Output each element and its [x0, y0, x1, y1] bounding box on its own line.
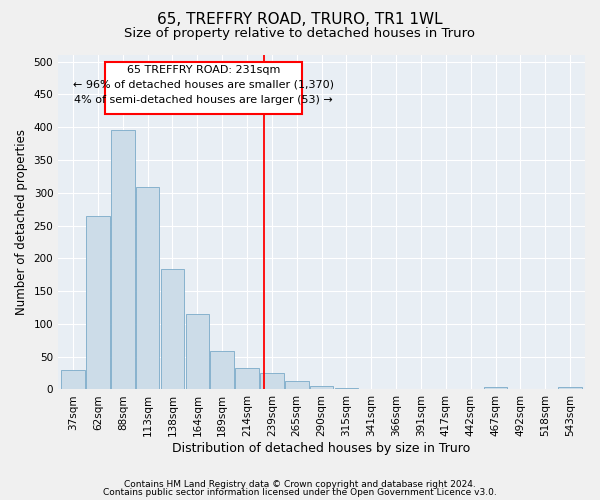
- Bar: [359, 389, 383, 390]
- FancyBboxPatch shape: [106, 62, 302, 114]
- Bar: [558, 388, 582, 390]
- Bar: [310, 386, 334, 390]
- Bar: [260, 373, 284, 390]
- Y-axis label: Number of detached properties: Number of detached properties: [15, 129, 28, 315]
- Bar: [484, 388, 508, 390]
- Bar: [111, 130, 134, 390]
- Bar: [61, 370, 85, 390]
- Bar: [185, 314, 209, 390]
- Text: 4% of semi-detached houses are larger (53) →: 4% of semi-detached houses are larger (5…: [74, 95, 333, 105]
- Text: ← 96% of detached houses are smaller (1,370): ← 96% of detached houses are smaller (1,…: [73, 80, 334, 90]
- Text: Size of property relative to detached houses in Truro: Size of property relative to detached ho…: [125, 28, 476, 40]
- Text: 65, TREFFRY ROAD, TRURO, TR1 1WL: 65, TREFFRY ROAD, TRURO, TR1 1WL: [157, 12, 443, 28]
- Bar: [136, 188, 160, 390]
- Bar: [285, 381, 308, 390]
- Text: Contains public sector information licensed under the Open Government Licence v3: Contains public sector information licen…: [103, 488, 497, 497]
- Bar: [161, 270, 184, 390]
- Bar: [235, 368, 259, 390]
- Bar: [86, 216, 110, 390]
- X-axis label: Distribution of detached houses by size in Truro: Distribution of detached houses by size …: [172, 442, 471, 455]
- Text: 65 TREFFRY ROAD: 231sqm: 65 TREFFRY ROAD: 231sqm: [127, 65, 280, 75]
- Text: Contains HM Land Registry data © Crown copyright and database right 2024.: Contains HM Land Registry data © Crown c…: [124, 480, 476, 489]
- Bar: [211, 352, 234, 390]
- Bar: [335, 388, 358, 390]
